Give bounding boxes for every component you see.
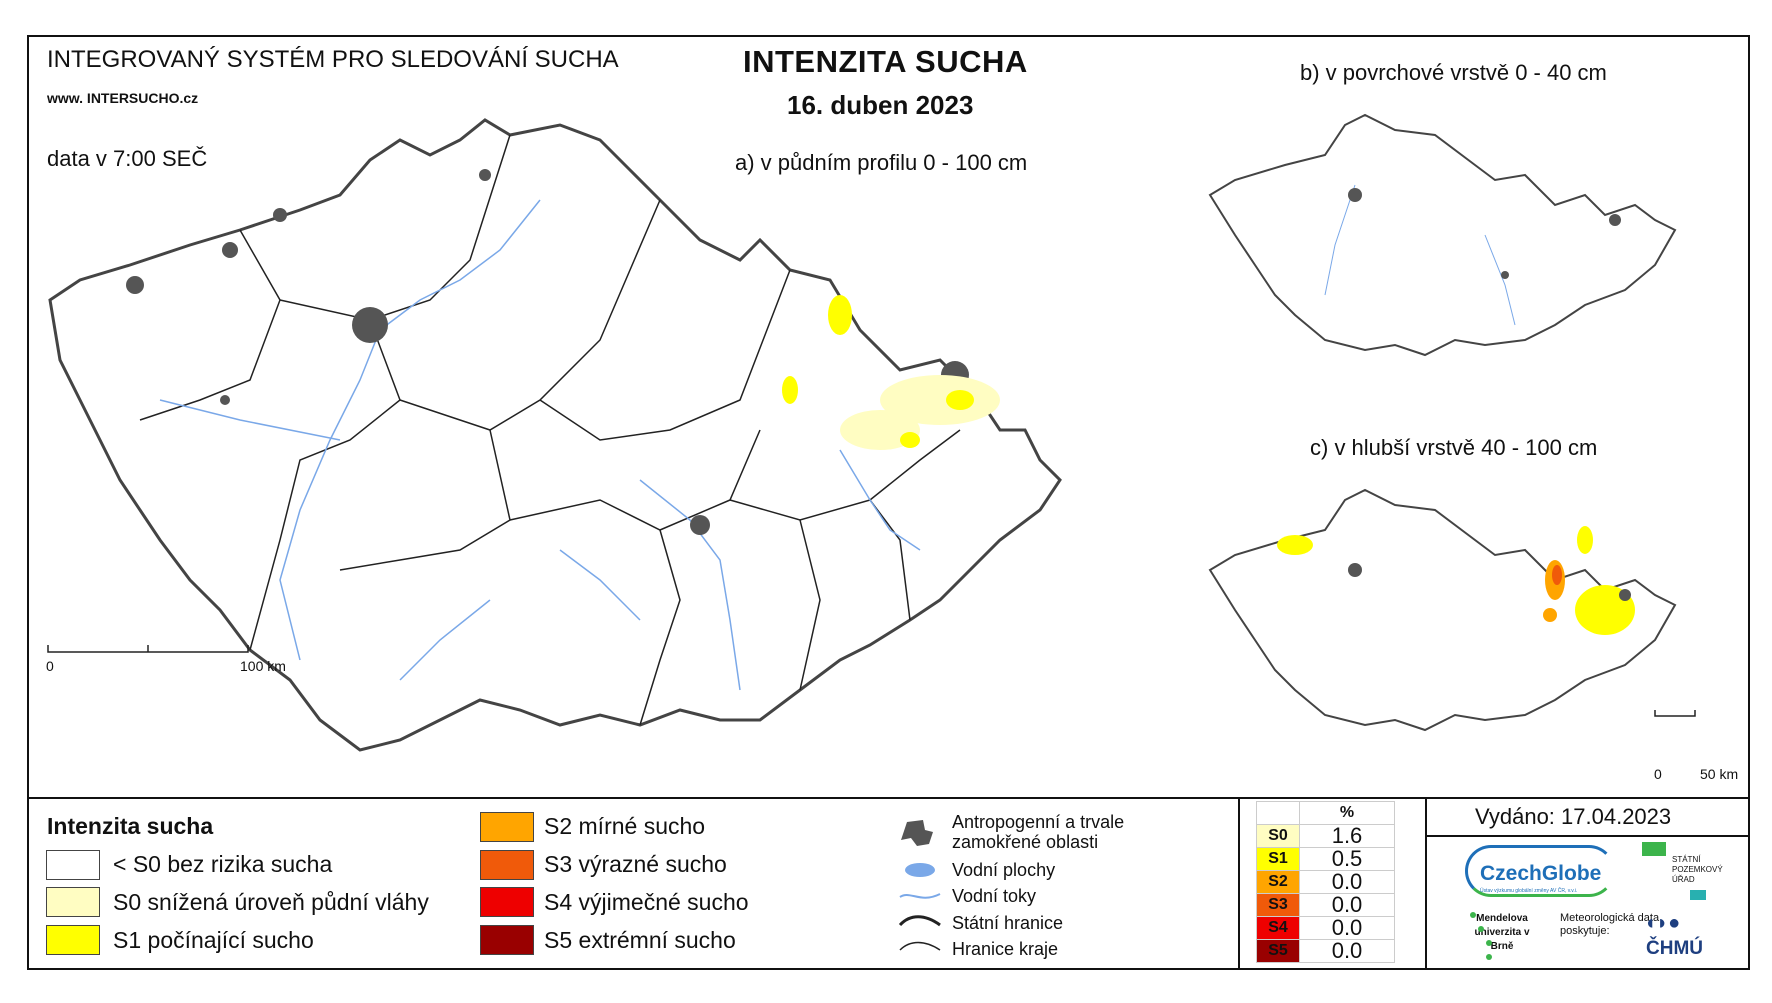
legend-swatch-s0 [46, 887, 100, 917]
czechglobe-logo-icon [1465, 845, 1615, 897]
inset-map-b [1208, 113, 1677, 357]
symbol-region-border-label: Hranice kraje [952, 939, 1059, 959]
legend-label-s5: S5 extrémní sucho [544, 927, 736, 953]
issued-date: Vydáno: 17.04.2023 [1475, 804, 1672, 829]
legend-swatch-s3 [480, 850, 534, 880]
issued-separator [1427, 835, 1750, 837]
map-a-title: a) v půdním profilu 0 - 100 cm [735, 150, 1028, 175]
symbol-rivers-label: Vodní toky [952, 886, 1037, 906]
legend-label-s2: S2 mírné sucho [544, 813, 706, 839]
stats-value-s0: 1.6 [1299, 824, 1395, 848]
legend-swatch-none [46, 850, 100, 880]
legend-label-s1: S1 počínající sucho [113, 927, 314, 953]
drought-s1-areas [782, 295, 974, 448]
legend-swatch-s2 [480, 812, 534, 842]
region-border-icon [899, 941, 941, 951]
state-border-icon [898, 915, 941, 927]
spu-logo-mark [1690, 890, 1706, 900]
legend-label-s0: S0 snížená úroveň půdní vláhy [113, 889, 429, 915]
legend-swatch-s5 [480, 925, 534, 955]
system-name: INTEGROVANÝ SYSTÉM PRO SLEDOVÁNÍ SUCHA [47, 46, 619, 73]
chmu-logo-text: ČHMÚ [1646, 938, 1703, 959]
legend-label-s4: S4 výjimečné sucho [544, 889, 749, 915]
stats-code-s1: S1 [1256, 847, 1300, 871]
map-b-title: b) v povrchové vrstvě 0 - 40 cm [1300, 60, 1607, 85]
river-icon [899, 893, 941, 899]
map-frame [27, 35, 1750, 970]
water-body-icon [905, 863, 935, 877]
spu-logo-icon [1642, 842, 1666, 856]
czech-border [48, 118, 1062, 752]
website-link[interactable]: www. INTERSUCHO.cz [47, 90, 199, 106]
stats-code-s3: S3 [1256, 893, 1300, 917]
legend-swatch-s4 [480, 887, 534, 917]
legend-label-none: < S0 bez rizika sucha [113, 851, 333, 877]
map-date: 16. duben 2023 [787, 90, 974, 120]
stats-code-s5: S5 [1256, 939, 1300, 963]
main-drought-map [47, 118, 1062, 752]
symbol-state-border-label: Státní hranice [952, 913, 1064, 933]
stats-header: % [1299, 801, 1395, 825]
stats-code-s0: S0 [1256, 824, 1300, 848]
legend-swatch-s1 [46, 925, 100, 955]
main-scale-zero: 0 [46, 658, 54, 674]
symbol-icons [898, 820, 941, 951]
urban-area-icon [901, 820, 933, 846]
meteo-data-text: Meteorologická data poskytuje: [1560, 912, 1660, 937]
legend-label-s3: S3 výrazné sucho [544, 851, 727, 877]
symbol-urban-label: Antropogenní a trvale zamokřené oblasti [952, 812, 1125, 852]
drought-stats-table: % S0 1.6 S1 0.5 S2 0.0 S3 0.0 S4 0.0 S5 0.0 [1256, 801, 1395, 963]
stats-right-border [1425, 797, 1427, 970]
mendel-logo-text: Mendelova univerzita v Brně [1474, 913, 1530, 952]
legend-title: Intenzita sucha [47, 813, 214, 839]
main-scale-end: 100 km [240, 658, 286, 674]
stats-code-s2: S2 [1256, 870, 1300, 894]
mendel-dot-icon [1470, 912, 1476, 918]
inset-map-c [1208, 488, 1696, 732]
stats-value-s1: 0.5 [1299, 847, 1395, 871]
page-title: INTENZITA SUCHA [743, 44, 1028, 79]
rivers [159, 199, 921, 691]
stats-value-s2: 0.0 [1299, 870, 1395, 894]
inset-scale-end: 50 km [1700, 766, 1739, 782]
stats-left-border [1238, 797, 1240, 970]
spu-logo-text: STÁTNÍ POZEMKOVÝ ÚŘAD [1672, 855, 1723, 884]
map-c-title: c) v hlubší vrstvě 40 - 100 cm [1310, 435, 1598, 460]
inset-scale-zero: 0 [1654, 766, 1662, 782]
chmu-logo-icon: ◖◗● [1644, 912, 1681, 934]
stats-value-s3: 0.0 [1299, 893, 1395, 917]
stats-value-s4: 0.0 [1299, 916, 1395, 940]
stats-code-s4: S4 [1256, 916, 1300, 940]
footer-separator [27, 797, 1750, 799]
stats-value-s5: 0.0 [1299, 939, 1395, 963]
data-time: data v 7:00 SEČ [47, 146, 208, 171]
czechglobe-logo-sub: Ústav výzkumu globální změny AV ČR, v.v.… [1480, 888, 1578, 894]
symbol-water-label: Vodní plochy [952, 860, 1056, 880]
czechglobe-logo-text: CzechGlobe [1480, 862, 1602, 885]
